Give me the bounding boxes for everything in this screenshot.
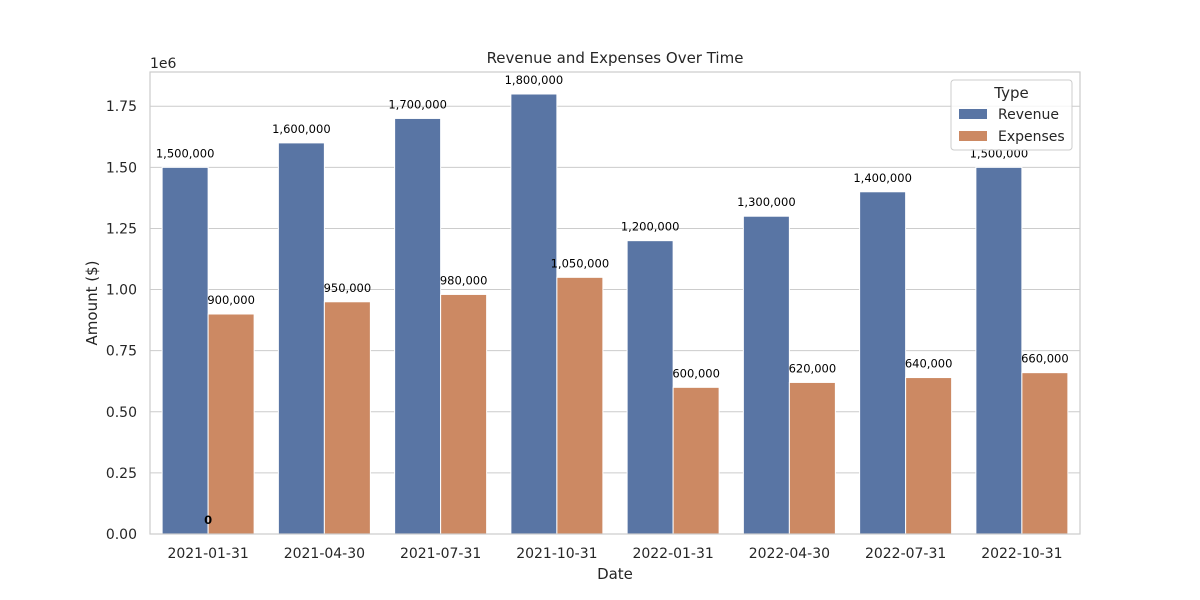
data-label-revenue: 1,700,000 bbox=[388, 97, 447, 111]
x-tick-label: 2022-07-31 bbox=[865, 546, 946, 562]
x-axis-label: Date bbox=[597, 565, 633, 583]
x-tick-label: 2022-04-30 bbox=[749, 546, 830, 562]
data-label-expenses: 1,050,000 bbox=[551, 256, 610, 270]
y-tick-label: 1.75 bbox=[106, 99, 137, 115]
bar-revenue bbox=[626, 240, 674, 535]
legend-title: Type bbox=[993, 84, 1028, 102]
x-tick-label: 2021-10-31 bbox=[516, 546, 597, 562]
y-tick-label: 1.50 bbox=[106, 160, 137, 176]
bar-revenue bbox=[742, 215, 790, 535]
x-tick-label: 2022-01-31 bbox=[632, 546, 713, 562]
y-tick-label: 0.50 bbox=[106, 405, 137, 421]
bar-revenue bbox=[277, 142, 325, 535]
bar-expenses bbox=[905, 377, 953, 535]
data-label-revenue: 1,800,000 bbox=[505, 73, 564, 87]
y-tick-label: 0.00 bbox=[106, 527, 137, 543]
data-label-revenue: 1,200,000 bbox=[621, 220, 680, 234]
data-label-expenses: 900,000 bbox=[207, 293, 255, 307]
bar-expenses bbox=[672, 386, 720, 535]
bar-revenue bbox=[510, 93, 558, 535]
plot-frame bbox=[149, 71, 1081, 535]
data-label-revenue: 1,400,000 bbox=[853, 171, 912, 185]
bar-expenses bbox=[323, 301, 371, 535]
y-tick-label: 1.00 bbox=[106, 283, 137, 299]
x-tick-label: 2021-01-31 bbox=[167, 546, 248, 562]
x-tick-label: 2021-04-30 bbox=[284, 546, 365, 562]
y-tick-label: 1.25 bbox=[106, 221, 137, 237]
legend-label-revenue: Revenue bbox=[998, 107, 1059, 123]
annotation-label: 0 bbox=[204, 513, 212, 527]
y-axis: 0.00 0.25 0.50 0.75 1.00 1.25 1.50 1.75 bbox=[106, 99, 137, 543]
x-tick-label: 2022-10-31 bbox=[981, 546, 1062, 562]
legend-label-expenses: Expenses bbox=[998, 129, 1065, 145]
data-labels-layer: 1,500,000 900,000 1,600,000 950,000 1,700,00… bbox=[156, 73, 1069, 527]
data-label-revenue: 1,300,000 bbox=[737, 195, 796, 209]
data-label-expenses: 640,000 bbox=[905, 357, 953, 371]
y-tick-label: 0.25 bbox=[106, 466, 137, 482]
data-label-revenue: 1,600,000 bbox=[272, 122, 331, 136]
data-label-expenses: 660,000 bbox=[1021, 352, 1069, 366]
bar-expenses bbox=[1021, 372, 1069, 535]
chart-title: Revenue and Expenses Over Time bbox=[487, 49, 744, 67]
data-label-expenses: 950,000 bbox=[324, 281, 372, 295]
y-tick-label: 0.75 bbox=[106, 344, 137, 360]
x-tick-label: 2021-07-31 bbox=[400, 546, 481, 562]
bar-expenses bbox=[440, 293, 488, 535]
bar-expenses bbox=[556, 276, 604, 535]
bar-revenue bbox=[394, 117, 442, 535]
legend-swatch-revenue bbox=[959, 109, 987, 119]
y-axis-label: Amount ($) bbox=[83, 261, 101, 346]
data-label-expenses: 980,000 bbox=[440, 273, 488, 287]
y-scale-label: 1e6 bbox=[150, 56, 177, 72]
x-axis: 2021-01-31 2021-04-30 2021-07-31 2021-10-31… bbox=[167, 546, 1062, 562]
bar-expenses bbox=[207, 313, 255, 535]
data-label-revenue: 1,500,000 bbox=[156, 146, 215, 160]
data-label-expenses: 600,000 bbox=[672, 366, 720, 380]
bar-revenue bbox=[975, 166, 1023, 535]
bar-revenue bbox=[859, 191, 907, 535]
bars-layer bbox=[161, 93, 1069, 535]
legend-swatch-expenses bbox=[959, 131, 987, 141]
legend: Type Revenue Expenses bbox=[950, 79, 1073, 151]
bar-revenue bbox=[161, 166, 209, 535]
data-label-expenses: 620,000 bbox=[789, 361, 837, 375]
bar-expenses bbox=[788, 381, 836, 535]
